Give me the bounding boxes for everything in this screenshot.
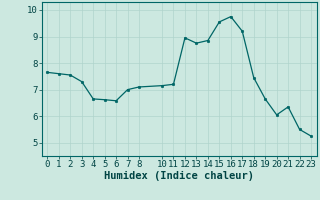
X-axis label: Humidex (Indice chaleur): Humidex (Indice chaleur): [104, 171, 254, 181]
